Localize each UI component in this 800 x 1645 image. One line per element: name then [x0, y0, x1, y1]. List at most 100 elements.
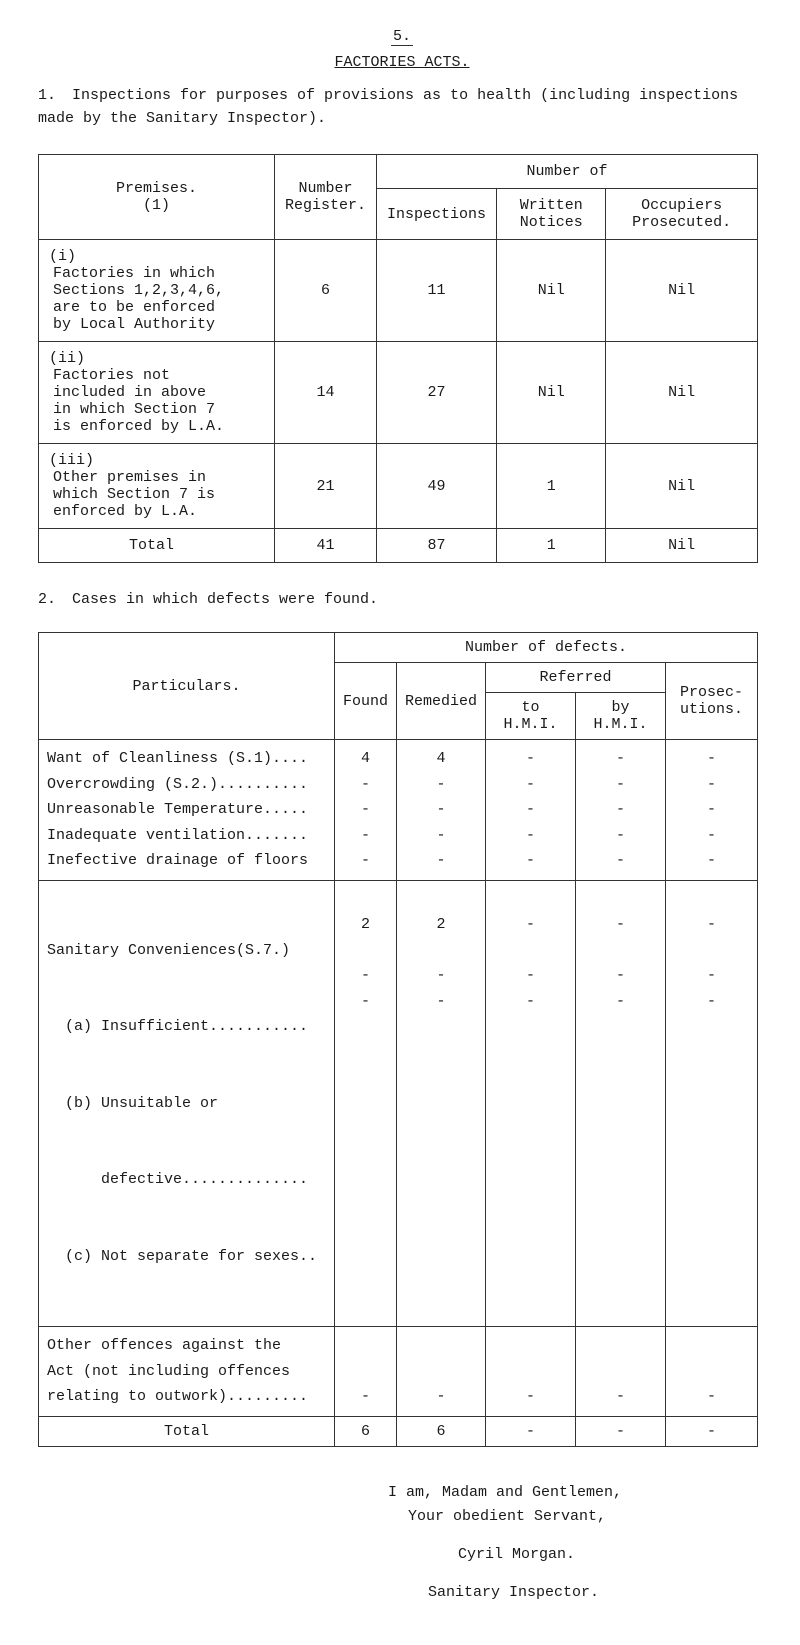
col-referred-header: Referred [486, 663, 666, 693]
particulars-cell: Want of Cleanliness (S.1).... Overcrowdi… [39, 740, 335, 881]
cell-written: Nil [497, 342, 606, 444]
list-item: Sanitary Conveniences(S.7.) [47, 938, 326, 964]
total-label: Total [39, 529, 275, 563]
cell-remedied: 4 - - - - [397, 740, 486, 881]
cell-register: 6 [275, 240, 377, 342]
cell-found: 2 - - [335, 880, 397, 1327]
total-row: Total 6 6 - - - [39, 1416, 758, 1446]
table-row: Other offences against the Act (not incl… [39, 1327, 758, 1417]
total-occupiers: Nil [606, 529, 758, 563]
cell-ref-to: - - - [486, 880, 576, 1327]
total-inspections: 87 [377, 529, 497, 563]
premises-cell: (ii) Factories not included in above in … [39, 342, 275, 444]
col-found-header: Found [335, 663, 397, 740]
total-ref-by: - [576, 1416, 666, 1446]
col-numberof-header: Number of [377, 155, 758, 189]
cell-ref-by: - [576, 1327, 666, 1417]
signoff-line: I am, Madam and Gentlemen, [388, 1481, 766, 1505]
list-item: (a) Insufficient........... [47, 1014, 326, 1040]
signoff-line: Your obedient Servant, [408, 1505, 766, 1529]
cell-inspections: 49 [377, 444, 497, 529]
list-item: Inefective drainage of floors [47, 848, 326, 874]
col-referred-to-header: to H.M.I. [486, 693, 576, 740]
list-item: Other offences against the [47, 1333, 326, 1359]
cell-inspections: 11 [377, 240, 497, 342]
col-particulars-header: Particulars. [39, 633, 335, 740]
col-numdefects-header: Number of defects. [335, 633, 758, 663]
section-number-1: 1. [38, 85, 72, 108]
col-premises-header: Premises. (1) [39, 155, 275, 240]
cell-register: 14 [275, 342, 377, 444]
total-label: Total [39, 1416, 335, 1446]
section-number-2: 2. [38, 591, 72, 608]
col-prosecutions-header: Prosec- utions. [666, 663, 758, 740]
table-row: Sanitary Conveniences(S.7.) (a) Insuffic… [39, 880, 758, 1327]
col-inspections-header: Inspections [377, 189, 497, 240]
defects-table: Particulars. Number of defects. Found Re… [38, 632, 758, 1447]
cell-prosec: - - - [666, 880, 758, 1327]
list-item: Want of Cleanliness (S.1).... [47, 746, 326, 772]
total-row: Total 41 87 1 Nil [39, 529, 758, 563]
signoff-title: Sanitary Inspector. [428, 1581, 766, 1605]
cell-register: 21 [275, 444, 377, 529]
row-roman: (ii) [49, 350, 85, 367]
page-number: 5. [391, 28, 413, 46]
page-number-line: 5. [38, 28, 766, 46]
row-desc: Factories in which Sections 1,2,3,4,6, a… [53, 265, 233, 333]
list-item: Inadequate ventilation....... [47, 823, 326, 849]
list-item: relating to outwork)......... [47, 1384, 326, 1410]
row-desc: Other premises in which Section 7 is enf… [53, 469, 233, 520]
col-referred-by-header: by H.M.I. [576, 693, 666, 740]
total-ref-to: - [486, 1416, 576, 1446]
row-desc: Factories not included in above in which… [53, 367, 233, 435]
cell-prosec: - - - - - [666, 740, 758, 881]
table-row: (iii) Other premises in which Section 7 … [39, 444, 758, 529]
list-item: (c) Not separate for sexes.. [47, 1244, 326, 1270]
list-item: Overcrowding (S.2.).......... [47, 772, 326, 798]
col-remedied-header: Remedied [397, 663, 486, 740]
page: 5. FACTORIES ACTS. 1.Inspections for pur… [0, 0, 800, 1645]
total-found: 6 [335, 1416, 397, 1446]
col-occupiers-header: Occupiers Prosecuted. [606, 189, 758, 240]
doc-title: FACTORIES ACTS. [38, 54, 766, 71]
cell-remedied: 2 - - [397, 880, 486, 1327]
col-register-header: Number Register. [275, 155, 377, 240]
inspections-table: Premises. (1) Number Register. Number of… [38, 154, 758, 563]
cell-inspections: 27 [377, 342, 497, 444]
list-item: defective.............. [47, 1167, 326, 1193]
cell-occupiers: Nil [606, 444, 758, 529]
cell-written: Nil [497, 240, 606, 342]
total-register: 41 [275, 529, 377, 563]
section-2-text: Cases in which defects were found. [72, 591, 378, 608]
row-roman: (iii) [49, 452, 94, 469]
cell-found: - [335, 1327, 397, 1417]
total-prosec: - [666, 1416, 758, 1446]
cell-prosec: - [666, 1327, 758, 1417]
section-2: 2.Cases in which defects were found. [38, 591, 766, 608]
cell-written: 1 [497, 444, 606, 529]
cell-found: 4 - - - - [335, 740, 397, 881]
row-roman: (i) [49, 248, 76, 265]
cell-occupiers: Nil [606, 342, 758, 444]
intro-paragraph: 1.Inspections for purposes of provisions… [38, 85, 766, 130]
list-item: (b) Unsuitable or [47, 1091, 326, 1117]
particulars-cell: Other offences against the Act (not incl… [39, 1327, 335, 1417]
premises-cell: (i) Factories in which Sections 1,2,3,4,… [39, 240, 275, 342]
table-row: Want of Cleanliness (S.1).... Overcrowdi… [39, 740, 758, 881]
cell-ref-by: - - - - - [576, 740, 666, 881]
cell-occupiers: Nil [606, 240, 758, 342]
particulars-cell: Sanitary Conveniences(S.7.) (a) Insuffic… [39, 880, 335, 1327]
premises-cell: (iii) Other premises in which Section 7 … [39, 444, 275, 529]
cell-remedied: - [397, 1327, 486, 1417]
signoff-block: I am, Madam and Gentlemen, Your obedient… [388, 1481, 766, 1605]
cell-ref-by: - - - [576, 880, 666, 1327]
total-written: 1 [497, 529, 606, 563]
cell-ref-to: - - - - - [486, 740, 576, 881]
table-row: (ii) Factories not included in above in … [39, 342, 758, 444]
total-remedied: 6 [397, 1416, 486, 1446]
col-written-header: Written Notices [497, 189, 606, 240]
cell-ref-to: - [486, 1327, 576, 1417]
signoff-name: Cyril Morgan. [458, 1543, 766, 1567]
intro-text: Inspections for purposes of provisions a… [38, 87, 738, 127]
table-row: (i) Factories in which Sections 1,2,3,4,… [39, 240, 758, 342]
